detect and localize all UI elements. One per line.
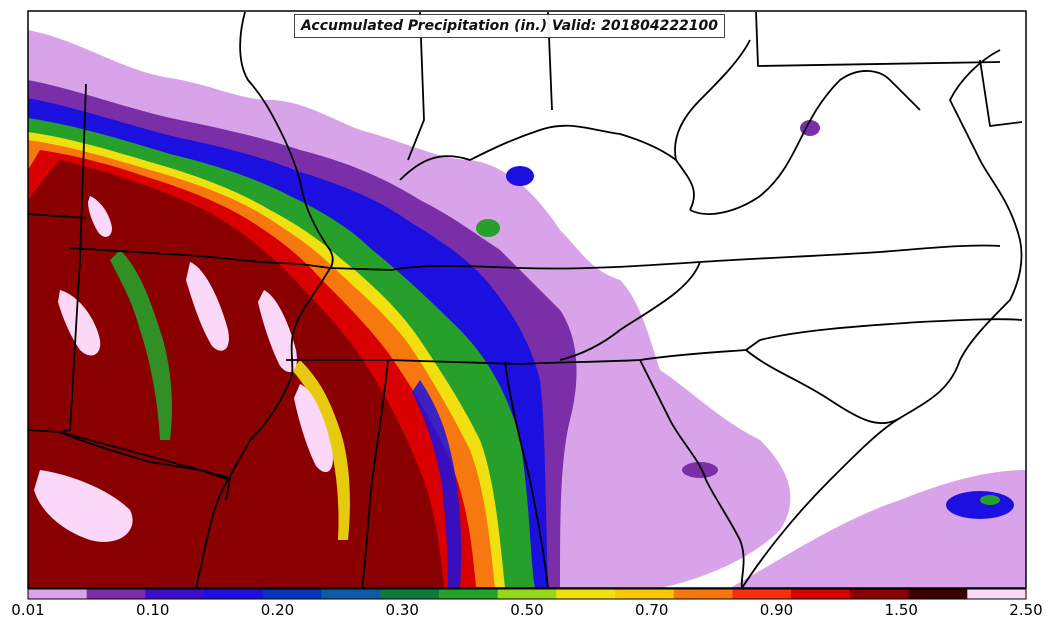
colorbar [28,589,1027,599]
precipitation-field [28,30,1026,588]
precip-max-1 [186,262,229,351]
colorbar-segment [673,589,733,599]
map-title: Accumulated Precipitation (in.) Valid: 2… [294,14,726,38]
colorbar-segment [497,589,557,599]
precip-cell-east-1 [946,491,1014,519]
colorbar-segment [967,589,1027,599]
colorbar-segment [849,589,910,599]
map-border [27,10,1027,589]
precip-max-2 [258,290,297,373]
colorbar-segment [28,589,88,599]
precip-cell-ky-1 [506,166,534,186]
precip-max-3 [294,384,333,473]
colorbar-segment [86,589,146,599]
colorbar-segment [204,589,264,599]
colorbar-segment [438,589,499,599]
colorbar-tick-label: 2.50 [1009,601,1043,619]
colorbar-tick-label: 0.10 [136,601,170,619]
precip-cell-ky-2 [476,219,500,237]
precip-max-4 [34,470,133,542]
colorbar-segment [615,589,675,599]
precip-band-yellow [292,360,350,540]
colorbar-segment [556,589,616,599]
colorbar-tick-label: 0.01 [11,601,45,619]
colorbar-tick-label: 0.50 [510,601,544,619]
precip-cell-ga-1 [682,462,718,478]
colorbar-border [27,588,1027,600]
colorbar-segment [791,589,851,599]
precip-max-6 [88,196,112,237]
precip-cell-east-2 [980,495,1000,505]
precip-band-green [110,250,172,440]
colorbar-tick-label: 0.70 [635,601,669,619]
colorbar-tick-label: 0.20 [260,601,295,619]
colorbar-segment [321,589,381,599]
colorbar-tick-label: 0.30 [385,601,419,619]
precip-band-blue [412,380,462,588]
colorbar-segment [145,589,205,599]
colorbar-tick-label: 1.50 [884,601,918,619]
precip-max-5 [58,290,101,356]
colorbar-segment [908,589,968,599]
colorbar-segment [380,589,440,599]
colorbar-tick-label: 0.90 [759,601,794,619]
colorbar-segment [732,589,792,599]
state-boundaries [28,11,1023,588]
colorbar-segment [262,589,323,599]
